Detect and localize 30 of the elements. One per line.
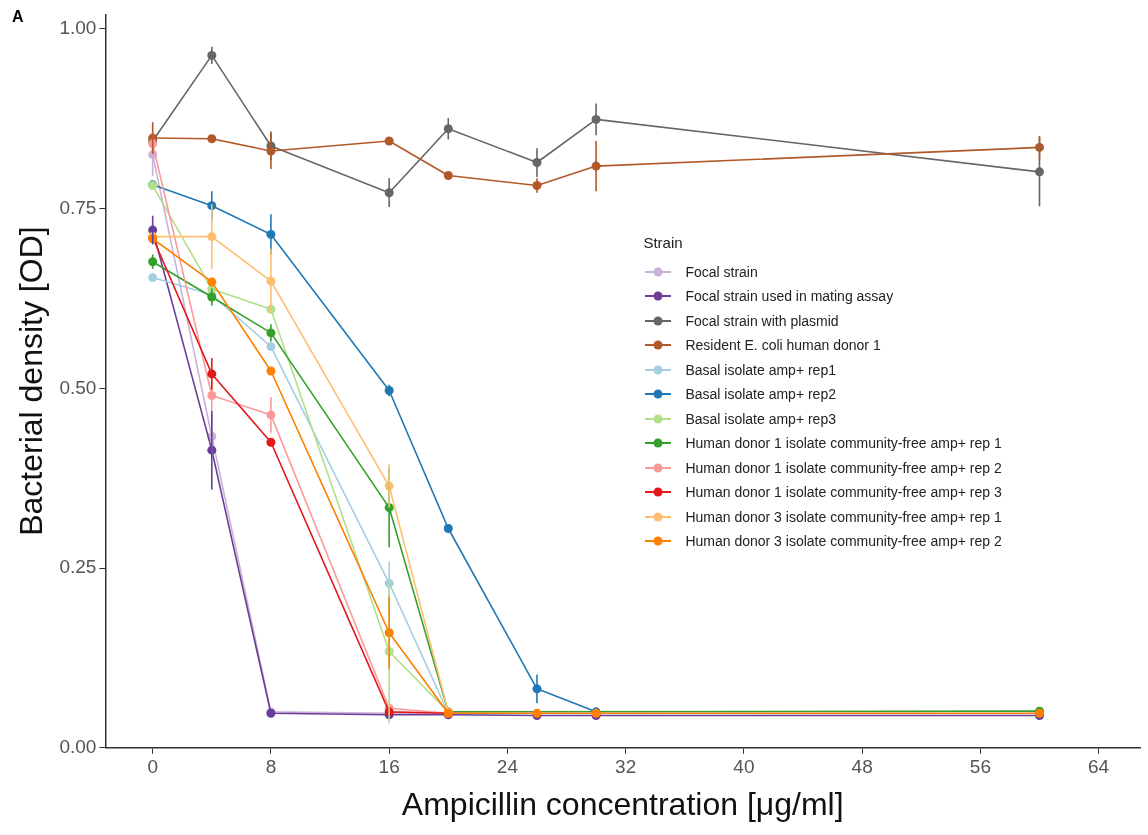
x-tick-label: 16 bbox=[378, 756, 400, 778]
legend-label: Resident E. coli human donor 1 bbox=[685, 337, 881, 354]
legend-title: Strain bbox=[643, 234, 684, 252]
legend-label: Human donor 3 isolate community-free amp+ rep 1 bbox=[685, 508, 1002, 525]
text: A bbox=[12, 8, 24, 26]
y-tick-label: 0.75 bbox=[59, 196, 97, 218]
x-tick-label: 48 bbox=[851, 756, 873, 778]
x-tick-label: 8 bbox=[265, 756, 277, 778]
x-tick-label: 40 bbox=[733, 756, 755, 778]
y-tick-label: 0.50 bbox=[59, 376, 97, 398]
legend-label: Human donor 1 isolate community-free amp+ rep 1 bbox=[685, 435, 1002, 452]
x-tick-label: 24 bbox=[496, 756, 519, 778]
x-tick-label: 0 bbox=[147, 756, 158, 778]
legend-label: Human donor 3 isolate community-free amp+ rep 2 bbox=[685, 533, 1002, 550]
legend-label: Human donor 1 isolate community-free amp+ rep 3 bbox=[685, 484, 1002, 501]
legend-label: Focal strain bbox=[685, 263, 758, 280]
legend-label: Basal isolate amp+ rep3 bbox=[685, 410, 836, 427]
y-tick-label: 1.00 bbox=[59, 17, 97, 39]
legend-label: Basal isolate amp+ rep1 bbox=[685, 361, 836, 378]
x-tick-label: 56 bbox=[969, 756, 991, 778]
y-axis-title: Bacterial density [OD] bbox=[13, 226, 50, 536]
legend-label: Basal isolate amp+ rep2 bbox=[685, 386, 836, 403]
x-tick-label: 64 bbox=[1088, 756, 1110, 778]
legend-label: Human donor 1 isolate community-free amp+ rep 2 bbox=[685, 459, 1002, 476]
x-tick-label: 32 bbox=[615, 756, 637, 778]
y-tick-label: 0.00 bbox=[59, 736, 97, 758]
y-tick-label: 0.25 bbox=[59, 556, 97, 578]
x-axis-title: Ampicillin concentration [μg/ml] bbox=[401, 785, 844, 822]
legend-label: Focal strain with plasmid bbox=[685, 312, 839, 329]
legend-label: Focal strain used in mating assay bbox=[685, 288, 894, 305]
